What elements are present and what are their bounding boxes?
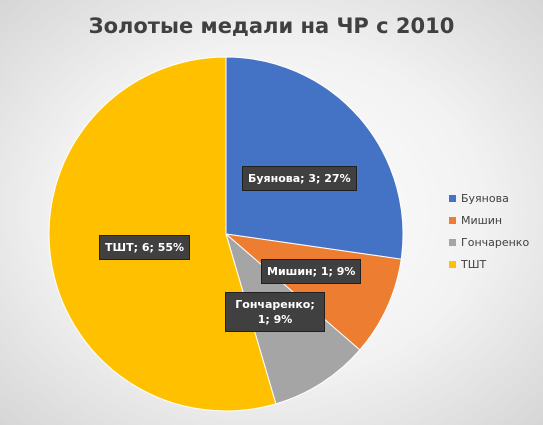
data-label-mishin: Мишин; 1; 9% <box>262 260 361 283</box>
pie-slice-tsht <box>48 56 277 412</box>
legend-swatch-tsht <box>449 260 456 268</box>
data-label-goncharenko-text: Гончаренко; 1; 9% <box>235 298 315 326</box>
legend: Буянова Мишин Гончаренко ТШТ <box>449 187 529 275</box>
legend-item-goncharenko: Гончаренко <box>449 231 529 253</box>
chart-title: Золотые медали на ЧР с 2010 <box>88 14 455 38</box>
legend-item-buyanova: Буянова <box>449 187 529 209</box>
data-label-buyanova: Буянова; 3; 27% <box>243 167 356 190</box>
legend-label-mishin: Мишин <box>461 213 503 227</box>
legend-item-mishin: Мишин <box>449 209 529 231</box>
legend-swatch-buyanova <box>449 194 456 202</box>
legend-swatch-goncharenko <box>449 238 456 246</box>
legend-label-buyanova: Буянова <box>461 191 509 205</box>
pie-slice-buyanova <box>225 56 404 260</box>
data-label-tsht: ТШТ; 6; 55% <box>100 236 190 259</box>
data-label-goncharenko: Гончаренко; 1; 9% <box>226 293 324 331</box>
legend-label-tsht: ТШТ <box>461 257 487 271</box>
legend-label-goncharenko: Гончаренко <box>461 235 530 249</box>
legend-item-tsht: ТШТ <box>449 253 529 275</box>
legend-swatch-mishin <box>449 216 456 224</box>
